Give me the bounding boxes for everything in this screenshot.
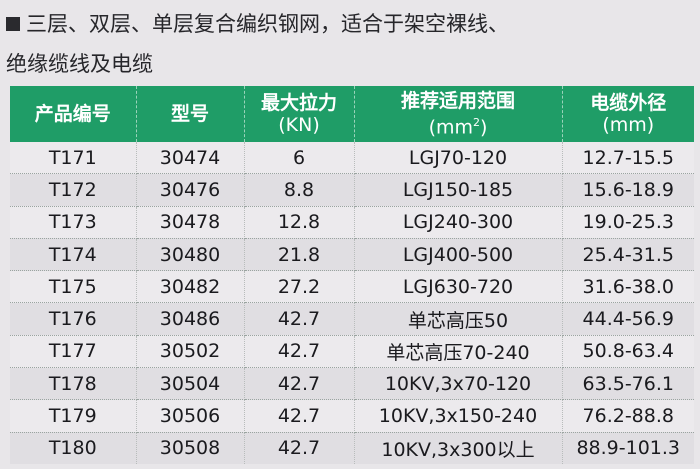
cell-diameter: 76.2-88.8 <box>562 399 694 433</box>
cell-code: T171 <box>10 142 137 175</box>
table-row: T178 30504 42.7 10KV,3x70-120 63.5-76.1 <box>10 367 694 401</box>
cell-code: T178 <box>10 367 137 401</box>
cell-diameter: 44.4-56.9 <box>562 302 694 336</box>
cell-code: T174 <box>10 238 137 272</box>
intro-text: 三层、双层、单层复合编织钢网，适合于架空裸线、 绝缘缆线及电缆 <box>6 4 696 84</box>
header-max-tension-unit: (KN) <box>278 114 320 136</box>
square-bullet-icon <box>6 17 20 31</box>
cell-tension: 21.8 <box>244 238 355 272</box>
table-row: T179 30506 42.7 10KV,3x150-240 76.2-88.8 <box>10 399 694 433</box>
header-product-code-label: 产品编号 <box>34 103 111 125</box>
cell-diameter: 15.6-18.9 <box>562 173 694 207</box>
cell-model: 30478 <box>136 206 245 239</box>
cell-diameter: 12.7-15.5 <box>562 142 694 175</box>
header-range-unit-sup: 2 <box>473 115 480 129</box>
cell-tension: 42.7 <box>244 432 355 464</box>
table-row: T177 30502 42.7 单芯高压70-240 50.8-63.4 <box>10 335 694 369</box>
cell-code: T175 <box>10 270 137 304</box>
cell-code: T176 <box>10 302 137 336</box>
cell-model: 30504 <box>136 367 245 401</box>
cell-range: 单芯高压50 <box>354 302 563 336</box>
cell-model: 30486 <box>136 302 245 336</box>
cell-model: 30482 <box>136 270 245 304</box>
spec-table-header: 产品编号 型号 最大拉力 (KN) 推荐适用范围 (mm2) 电缆外径 (mm) <box>10 86 694 142</box>
cell-tension: 12.8 <box>244 206 355 239</box>
header-product-code: 产品编号 <box>10 86 137 142</box>
cell-code: T173 <box>10 206 137 239</box>
cell-code: T177 <box>10 335 137 369</box>
header-max-tension-label: 最大拉力 <box>260 92 337 114</box>
cell-range: LGJ400-500 <box>354 238 563 272</box>
cell-model: 30480 <box>136 238 245 272</box>
cell-tension: 6 <box>244 142 355 175</box>
cell-diameter: 63.5-76.1 <box>562 367 694 401</box>
cell-diameter: 19.0-25.3 <box>562 206 694 239</box>
cell-range: LGJ630-720 <box>354 270 563 304</box>
cell-model: 30476 <box>136 173 245 207</box>
table-row: T172 30476 8.8 LGJ150-185 15.6-18.9 <box>10 173 694 207</box>
header-range-unit-base: (mm <box>428 116 473 139</box>
cell-range: 10KV,3x150-240 <box>354 399 563 433</box>
cell-range: LGJ70-120 <box>354 142 563 175</box>
header-range-unit-close: ) <box>480 116 488 139</box>
cell-model: 30506 <box>136 399 245 433</box>
table-row: T173 30478 12.8 LGJ240-300 19.0-25.3 <box>10 206 694 239</box>
header-model: 型号 <box>136 86 245 142</box>
header-row: 产品编号 型号 最大拉力 (KN) 推荐适用范围 (mm2) 电缆外径 (mm) <box>10 86 694 142</box>
cell-model: 30508 <box>136 432 245 464</box>
header-diameter: 电缆外径 (mm) <box>562 86 694 142</box>
cell-range: LGJ150-185 <box>354 173 563 207</box>
spec-table-body: T171 30474 6 LGJ70-120 12.7-15.5 T172 30… <box>10 142 694 464</box>
cell-code: T179 <box>10 399 137 433</box>
cell-diameter: 31.6-38.0 <box>562 270 694 304</box>
cell-range: 10KV,3x300以上 <box>354 432 563 464</box>
spec-table: 产品编号 型号 最大拉力 (KN) 推荐适用范围 (mm2) 电缆外径 (mm)… <box>10 86 694 464</box>
table-row: T176 30486 42.7 单芯高压50 44.4-56.9 <box>10 302 694 336</box>
header-diameter-unit: (mm) <box>602 114 655 136</box>
cell-range: 单芯高压70-240 <box>354 335 563 369</box>
table-row: T171 30474 6 LGJ70-120 12.7-15.5 <box>10 142 694 175</box>
cell-range: 10KV,3x70-120 <box>354 367 563 401</box>
table-row: T174 30480 21.8 LGJ400-500 25.4-31.5 <box>10 238 694 272</box>
header-range-unit: (mm2) <box>355 112 562 138</box>
cell-tension: 8.8 <box>244 173 355 207</box>
cell-tension: 42.7 <box>244 302 355 336</box>
cell-model: 30474 <box>136 142 245 175</box>
table-row: T175 30482 27.2 LGJ630-720 31.6-38.0 <box>10 270 694 304</box>
cell-diameter: 50.8-63.4 <box>562 335 694 369</box>
cell-tension: 42.7 <box>244 399 355 433</box>
cell-code: T172 <box>10 173 137 207</box>
cell-code: T180 <box>10 432 137 464</box>
header-max-tension: 最大拉力 (KN) <box>244 86 355 142</box>
cell-tension: 42.7 <box>244 367 355 401</box>
header-diameter-label: 电缆外径 <box>590 92 667 114</box>
cell-tension: 42.7 <box>244 335 355 369</box>
intro-line-2: 绝缘缆线及电缆 <box>6 52 153 76</box>
table-row: T180 30508 42.7 10KV,3x300以上 88.9-101.3 <box>10 432 694 464</box>
cell-diameter: 88.9-101.3 <box>562 432 694 464</box>
header-range-label: 推荐适用范围 <box>400 89 515 112</box>
header-model-label: 型号 <box>170 103 209 125</box>
intro-line-1-text: 三层、双层、单层复合编织钢网，适合于架空裸线、 <box>26 12 509 36</box>
header-range: 推荐适用范围 (mm2) <box>354 86 563 142</box>
intro-line-1: 三层、双层、单层复合编织钢网，适合于架空裸线、 <box>6 4 696 44</box>
cell-model: 30502 <box>136 335 245 369</box>
cell-range: LGJ240-300 <box>354 206 563 239</box>
cell-tension: 27.2 <box>244 270 355 304</box>
cell-diameter: 25.4-31.5 <box>562 238 694 272</box>
